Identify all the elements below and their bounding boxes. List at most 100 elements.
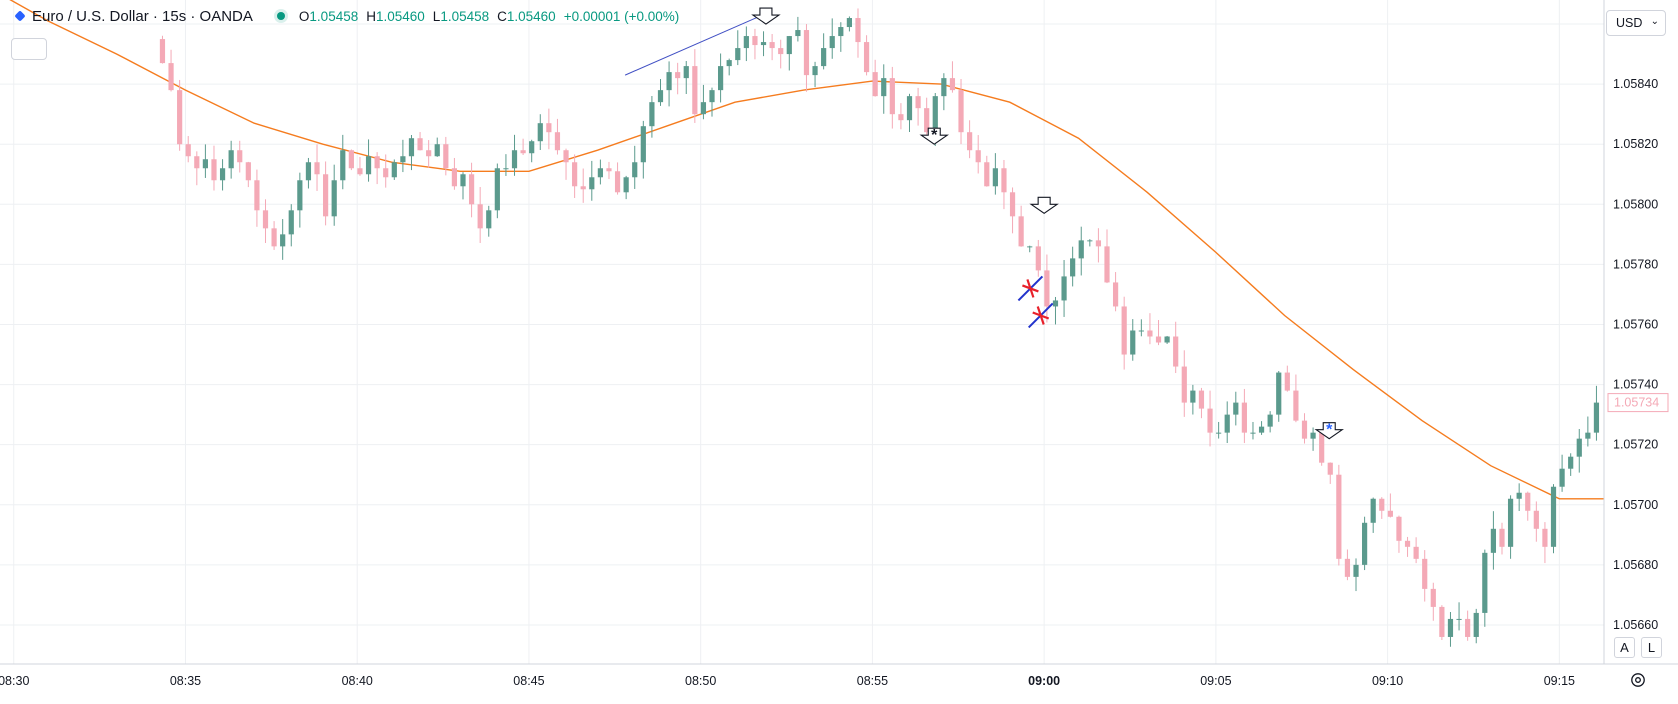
- candle-body: [752, 36, 758, 46]
- candle-body: [795, 30, 801, 37]
- candle-body: [417, 138, 423, 151]
- y-tick-label: 1.05680: [1613, 558, 1658, 572]
- candle-body: [1044, 270, 1050, 307]
- candle-body: [554, 132, 561, 151]
- candle-body: [1370, 498, 1376, 523]
- candle-body: [1087, 240, 1093, 242]
- candle-body: [821, 48, 827, 67]
- candle-body: [537, 123, 543, 142]
- symbol-title[interactable]: Euro / U.S. Dollar · 15s · OANDA: [32, 7, 253, 25]
- ohlc-item: C1.05460: [497, 9, 556, 24]
- candle-body: [855, 18, 861, 43]
- candle-body: [331, 180, 337, 217]
- candle-body: [185, 144, 191, 157]
- candle-body: [657, 90, 664, 103]
- log-scale-button[interactable]: L: [1641, 637, 1662, 658]
- candle-body: [1447, 618, 1454, 637]
- candle-body: [1413, 546, 1419, 559]
- x-tick-label: 08:40: [342, 674, 373, 688]
- candle-body: [323, 174, 329, 217]
- candle-body: [211, 159, 217, 181]
- candle-body: [1138, 330, 1144, 332]
- indicator-toggle-button[interactable]: [11, 38, 47, 60]
- settings-icon[interactable]: [1629, 671, 1647, 689]
- candle-body: [760, 42, 767, 46]
- candle-body: [700, 102, 707, 115]
- candle-body: [365, 156, 372, 175]
- candle-body: [778, 48, 784, 55]
- candle-body: [1276, 372, 1282, 415]
- y-tick-label: 1.05740: [1613, 378, 1658, 392]
- candle-body: [1516, 492, 1522, 499]
- ohlc-key: L: [432, 8, 441, 24]
- candle-body: [863, 42, 870, 73]
- candle-body: [1353, 564, 1359, 577]
- candle-body: [941, 78, 947, 97]
- candle-body: [812, 66, 818, 76]
- candle-body: [408, 138, 415, 157]
- candle-body: [1379, 498, 1385, 511]
- x-tick-label: 08:30: [0, 674, 29, 688]
- ohlc-key: O: [298, 8, 310, 24]
- market-status-icon: [276, 12, 285, 20]
- candle-body: [262, 210, 269, 229]
- candle-body: [1585, 432, 1591, 439]
- candle-body: [1216, 432, 1222, 434]
- auto-scale-button[interactable]: A: [1614, 637, 1635, 658]
- x-tick-label: 09:00: [1028, 674, 1060, 688]
- candle-body: [1576, 438, 1582, 457]
- candle-body: [434, 144, 440, 157]
- x-tick-label: 09:10: [1372, 674, 1403, 688]
- candle-body: [1121, 306, 1127, 355]
- candle-body: [1181, 366, 1187, 403]
- candle-body: [1439, 606, 1445, 637]
- currency-selector[interactable]: USD ⌄: [1606, 10, 1666, 36]
- candle-body: [1095, 240, 1102, 247]
- y-tick-label: 1.05660: [1613, 618, 1658, 632]
- candle-body: [546, 123, 552, 133]
- candle-body: [297, 180, 303, 211]
- candle-body: [1104, 246, 1110, 283]
- candle-body: [906, 96, 913, 121]
- symbol-logo-icon: [16, 11, 26, 21]
- candle-body: [1267, 414, 1273, 427]
- ohlc-values: O1.05458 H1.05460 L1.05458 C1.05460 +0.00001…: [299, 9, 679, 24]
- candle-body: [949, 78, 956, 91]
- candle-body: [1035, 246, 1041, 271]
- candle-body: [340, 150, 346, 181]
- moving-average-line: [9, 0, 1604, 500]
- candle-body: [846, 18, 852, 28]
- candle-body: [597, 168, 603, 178]
- candle-body: [486, 210, 492, 229]
- candle-body: [1482, 552, 1488, 613]
- candle-body: [786, 36, 792, 55]
- candle-body: [726, 60, 732, 67]
- candle-body: [348, 150, 354, 169]
- candle-body: [1293, 390, 1299, 421]
- candle-body: [915, 96, 921, 109]
- candle-body: [280, 234, 286, 247]
- candle-body: [1027, 246, 1033, 248]
- candle-body: [219, 168, 226, 181]
- ohlc-value: +0.00001 (+0.00%): [563, 8, 680, 24]
- candle-body: [1061, 276, 1067, 301]
- candle-body: [1422, 558, 1428, 589]
- candle-body: [1052, 300, 1059, 307]
- candle-body: [1112, 282, 1119, 307]
- candle-body: [975, 150, 981, 163]
- ohlc-key: H: [366, 8, 376, 24]
- candle-body: [614, 171, 621, 193]
- marker-glyph: *: [1326, 422, 1333, 439]
- candle-body: [400, 156, 406, 163]
- candle-body: [1233, 402, 1239, 415]
- sell-arrow-marker: [1029, 196, 1059, 214]
- candle-body: [889, 78, 895, 115]
- candle-body: [477, 204, 483, 229]
- ohlc-value: 1.05458: [309, 8, 359, 24]
- candle-body: [735, 48, 741, 61]
- candle-body: [1301, 420, 1308, 439]
- y-tick-label: 1.05800: [1613, 197, 1658, 211]
- chevron-down-icon: ⌄: [1650, 16, 1659, 27]
